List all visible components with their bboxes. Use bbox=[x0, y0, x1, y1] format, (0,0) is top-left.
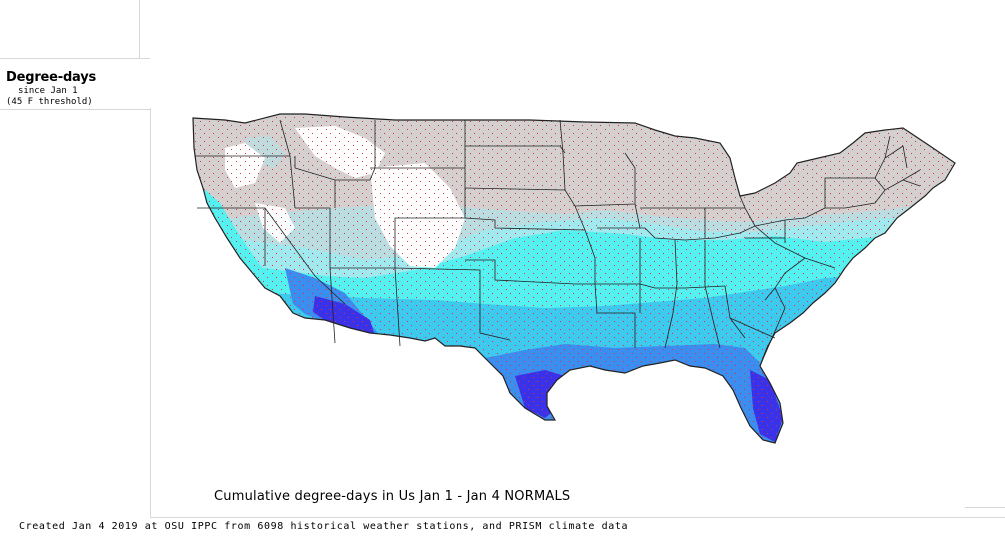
legend-box: Degree-days since Jan 1 (45 F threshold) bbox=[0, 58, 150, 110]
legend-subtitle-since: since Jan 1 bbox=[18, 86, 78, 96]
legend-title: Degree-days bbox=[6, 70, 97, 85]
frame-line-top-left-vertical bbox=[139, 0, 140, 58]
frame-line-bottom-right bbox=[965, 507, 1005, 508]
weather-station-dots bbox=[193, 114, 955, 443]
map-title: Cumulative degree-days in Us Jan 1 - Jan… bbox=[214, 489, 571, 504]
frame-line-bottom bbox=[150, 517, 1005, 518]
state-borders bbox=[192, 113, 956, 444]
frame-line-left-vertical bbox=[150, 108, 151, 518]
us-degree-days-map bbox=[192, 113, 956, 444]
legend-subtitle-threshold: (45 F threshold) bbox=[6, 97, 93, 107]
footer-credit: Created Jan 4 2019 at OSU IPPC from 6098… bbox=[19, 521, 629, 532]
temperature-shading bbox=[193, 114, 955, 443]
